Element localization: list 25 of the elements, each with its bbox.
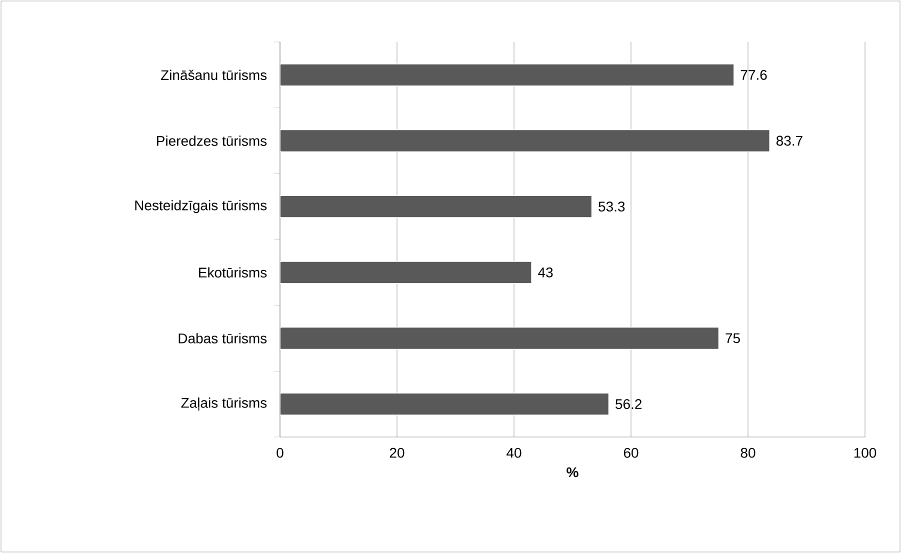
- x-axis-title: %: [566, 467, 578, 478]
- x-tick-label: 80: [740, 448, 756, 458]
- data-label: 75: [726, 333, 740, 344]
- y-tick-label: Ekotūrisms: [199, 267, 267, 278]
- data-label: 56.2: [616, 399, 642, 410]
- y-tick-label: Nesteidzīgais tūrisms: [135, 200, 267, 214]
- data-label: 77.6: [740, 70, 767, 80]
- bar: [280, 195, 592, 218]
- data-label: 43: [538, 267, 553, 278]
- data-label: 83.7: [776, 136, 802, 146]
- y-tick-label: Dabas tūrisms: [178, 333, 267, 344]
- bar: [280, 392, 610, 416]
- y-tick-label: Pieredzes tūrisms: [157, 136, 267, 146]
- bar: [280, 326, 720, 350]
- bar: [280, 129, 770, 152]
- bar: [280, 64, 734, 86]
- data-label: 53.3: [598, 202, 625, 212]
- x-tick-label: 40: [506, 448, 522, 458]
- bar: [280, 261, 532, 284]
- x-tick-label: 60: [624, 448, 638, 458]
- y-tick-label: Zaļais tūrisms: [181, 398, 267, 411]
- x-tick-label: 20: [390, 448, 404, 458]
- x-tick-label: 100: [854, 448, 876, 458]
- y-tick-label: Zināšanu tūrisms: [160, 70, 267, 80]
- x-tick-label: 0: [276, 448, 284, 458]
